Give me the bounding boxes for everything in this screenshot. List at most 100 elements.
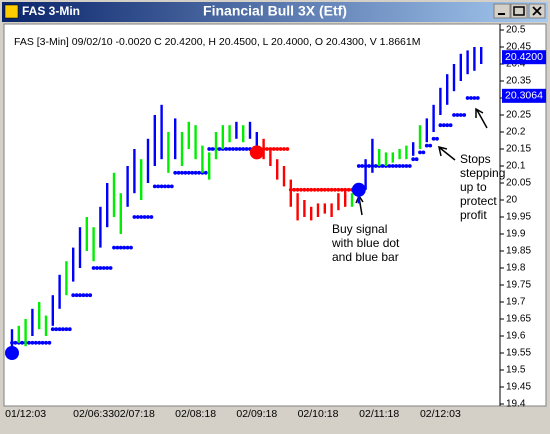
- price-bar: [214, 132, 218, 160]
- signal-dot: [5, 346, 19, 360]
- price-bar: [65, 261, 68, 296]
- annotation: Buy signal: [332, 222, 387, 236]
- y-tick-label: 20.2: [506, 127, 526, 138]
- stop-dot: [458, 113, 463, 117]
- stop-dot-trail: [292, 187, 297, 192]
- stop-dot: [322, 187, 327, 192]
- stop-dot: [445, 123, 450, 128]
- stop-dot-trail: [278, 147, 283, 151]
- price-bar: [201, 145, 204, 173]
- stop-dot-trail: [27, 340, 31, 345]
- annotation: and blue bar: [332, 250, 399, 264]
- stop-dot: [302, 187, 307, 192]
- x-tick-label: 02/06:33: [73, 408, 114, 420]
- stop-dot-trail: [244, 147, 249, 151]
- stop-dot-trail: [40, 340, 45, 345]
- stop-dot: [472, 96, 477, 100]
- stop-dot-trail: [333, 187, 337, 192]
- stop-dot-trail: [61, 327, 65, 332]
- stop-dot-trail: [149, 215, 154, 219]
- stop-dot: [98, 266, 103, 270]
- price-bar: [330, 203, 333, 217]
- price-bar: [92, 227, 95, 262]
- stop-dot-trail: [462, 113, 467, 117]
- stop-dot-trail: [88, 293, 93, 298]
- stop-dot-trail: [169, 184, 174, 189]
- stop-dot-trail: [81, 293, 86, 298]
- stop-dot-trail: [455, 113, 460, 117]
- stop-dot-trail: [326, 187, 331, 192]
- price-bar: [248, 121, 252, 139]
- stop-dot-trail: [156, 184, 161, 189]
- stop-dot-trail: [346, 187, 351, 192]
- price-bar: [85, 217, 88, 251]
- price-bar: [140, 159, 143, 200]
- window-icon-text: FAS 3-Min: [22, 4, 80, 18]
- price-bar: [51, 295, 54, 326]
- price-bar: [418, 125, 422, 149]
- stop-dot-trail: [129, 245, 133, 250]
- stop-dot-trail: [47, 340, 52, 345]
- stop-dot: [37, 340, 42, 345]
- price-bar: [208, 152, 211, 180]
- price-bar: [316, 203, 320, 217]
- annotation: with blue dot: [331, 236, 400, 250]
- price-bar: [194, 125, 197, 160]
- price-bar: [99, 206, 102, 248]
- stop-dot-trail: [95, 266, 99, 270]
- price-bar: [452, 64, 456, 92]
- annotation: protect: [460, 194, 497, 208]
- stop-dot: [112, 245, 116, 250]
- stop-dot-trail: [387, 164, 392, 168]
- y-tick-label: 20.25: [506, 110, 531, 121]
- minimize-button[interactable]: [493, 3, 511, 19]
- signal-dot: [249, 145, 264, 160]
- stop-dot: [234, 147, 239, 151]
- price-bar: [371, 138, 374, 173]
- price-bar: [282, 166, 286, 187]
- y-tick-label: 20.05: [506, 178, 531, 189]
- stop-dot: [186, 170, 191, 175]
- stop-dot: [91, 266, 96, 270]
- stop-dot: [411, 157, 416, 162]
- stop-dot-trail: [115, 245, 120, 250]
- price-bar: [235, 121, 238, 139]
- stop-dot: [295, 187, 300, 192]
- price-bar: [44, 315, 48, 336]
- price-bar: [344, 189, 347, 207]
- x-tick-label: 02/11:18: [359, 408, 399, 420]
- y-tick-label: 19.55: [506, 348, 531, 359]
- stop-dot-trail: [469, 96, 473, 100]
- y-tick-label: 20.5: [506, 25, 526, 36]
- y-tick-label: 19.8: [506, 263, 526, 274]
- y-tick-label: 19.6: [506, 331, 526, 342]
- stop-dot-trail: [108, 266, 113, 270]
- price-bar: [425, 118, 428, 143]
- stop-dot: [78, 293, 82, 298]
- price-bar: [160, 104, 163, 160]
- stop-dot-trail: [237, 147, 242, 151]
- price-bar: [432, 104, 435, 132]
- x-tick-label: 02/07:18: [114, 408, 155, 420]
- stop-dot-trail: [441, 123, 446, 128]
- stop-dot-trail: [401, 164, 405, 168]
- stop-dot: [118, 245, 123, 250]
- stop-dot-trail: [407, 164, 412, 168]
- price-bar: [439, 87, 442, 115]
- price-bar: [72, 247, 75, 282]
- y-tick-label: 20.35: [506, 76, 531, 87]
- arrow: [475, 107, 488, 129]
- stop-dot: [132, 215, 137, 219]
- stop-dot: [241, 147, 246, 151]
- stop-dot-trail: [265, 147, 269, 151]
- maximize-glyph: [513, 6, 525, 16]
- stop-dot-trail: [224, 147, 229, 151]
- stop-dot: [64, 327, 69, 332]
- stop-dot-trail: [414, 157, 419, 162]
- stop-dot-trail: [367, 164, 371, 168]
- stop-dot-trail: [305, 187, 310, 192]
- y-tick-label: 19.5: [506, 365, 526, 376]
- stop-dot: [309, 187, 314, 192]
- annotation: profit: [460, 208, 487, 222]
- price-bar: [153, 115, 156, 166]
